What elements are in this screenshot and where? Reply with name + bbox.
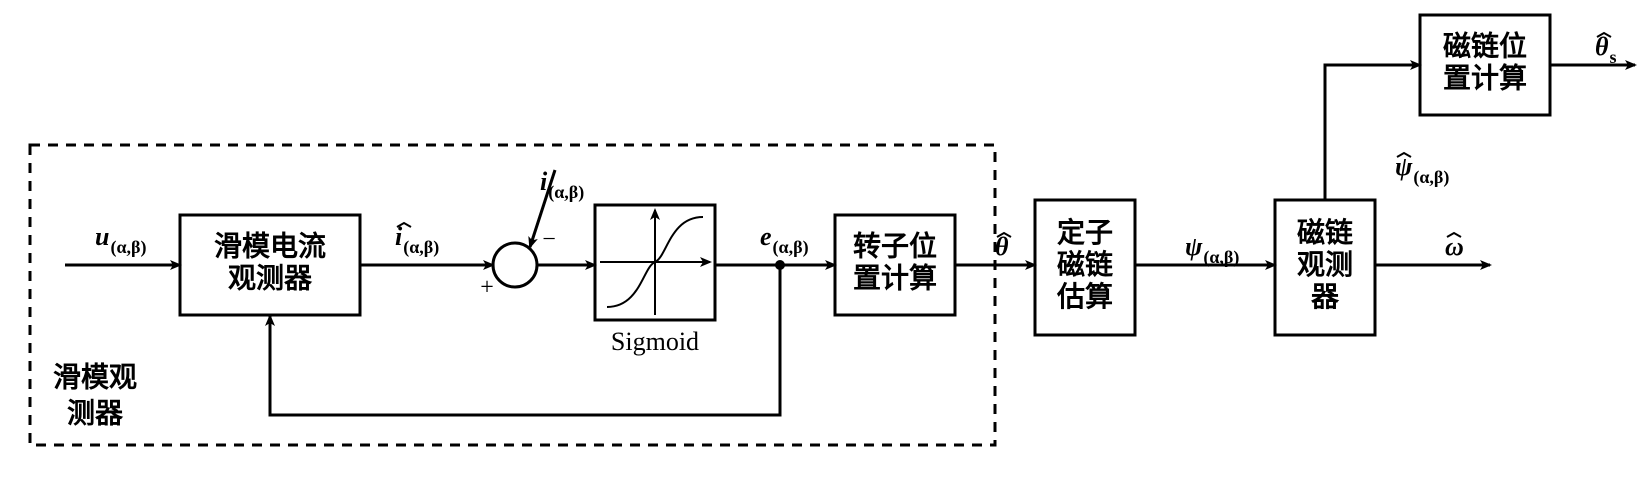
signal-psi_hat: ψ(α,β) [1395, 152, 1449, 188]
stator_flux-label: 估算 [1056, 280, 1113, 313]
signal-psi: ψ(α,β) [1185, 232, 1239, 268]
rotor_pos-label: 置计算 [853, 261, 937, 294]
flux_observer-label: 磁链 [1297, 217, 1353, 249]
signal-e: e(α,β) [760, 222, 809, 258]
smo-side-label: 测器 [67, 397, 124, 429]
flux_pos-label: 磁链位 [1443, 29, 1527, 62]
flux_observer-label: 器 [1310, 282, 1340, 313]
flux_pos-label: 置计算 [1443, 61, 1527, 94]
flux_observer-label: 观测 [1297, 249, 1353, 281]
stator_flux-label: 定子 [1057, 216, 1113, 249]
signal-i_hat: i(α,β) [395, 222, 439, 258]
smo_current-label: 观测器 [228, 262, 313, 294]
stator_flux-label: 磁链 [1057, 249, 1113, 281]
summing-junction [493, 243, 537, 287]
rotor_pos-label: 转子位 [853, 229, 937, 262]
smo-side-label: 滑模观 [53, 361, 137, 393]
sum-plus: + [480, 275, 494, 301]
sum-minus: − [542, 227, 556, 253]
sigmoid-caption: Sigmoid [611, 327, 699, 356]
smo_current-label: 滑模电流 [214, 230, 326, 262]
signal-u: u(α,β) [95, 222, 147, 258]
